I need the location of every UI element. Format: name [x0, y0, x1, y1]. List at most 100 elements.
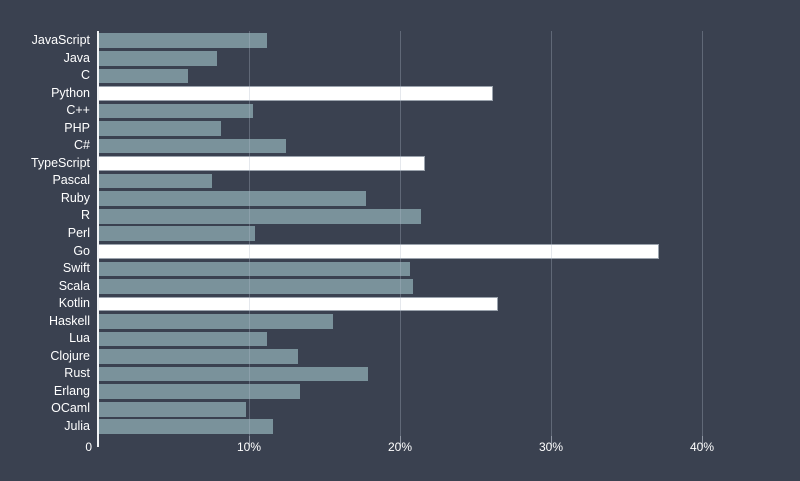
- bar[interactable]: [97, 366, 368, 382]
- bar[interactable]: [97, 279, 414, 294]
- category-label: Ruby: [60, 190, 90, 205]
- category-label: Kotlin: [58, 296, 90, 311]
- category-label: Rust: [64, 366, 90, 381]
- bar-row: Java: [0, 50, 800, 68]
- bar-row: Lua: [0, 330, 800, 348]
- bar[interactable]: [97, 68, 189, 84]
- bar-rows-container: JavaScript Java C Python C++ PHP C# TypeScript P…: [0, 32, 800, 436]
- category-label: Clojure: [50, 348, 90, 363]
- bar[interactable]: [97, 314, 334, 329]
- bar-track: [97, 418, 800, 436]
- bar[interactable]: [97, 191, 367, 206]
- bar[interactable]: [97, 226, 255, 242]
- category-label: Pascal: [52, 173, 90, 188]
- bar-track: [97, 278, 800, 296]
- category-label: C#: [74, 138, 90, 153]
- category-label: Julia: [64, 419, 90, 434]
- bar-row: TypeScript: [0, 155, 800, 173]
- bar-track: [97, 260, 800, 278]
- bar-row: OCaml: [0, 400, 800, 418]
- bar-row: Pascal: [0, 172, 800, 190]
- bar[interactable]: [97, 349, 299, 364]
- bar-track: [97, 330, 800, 348]
- bar[interactable]: [97, 401, 246, 417]
- category-label: Python: [51, 85, 90, 100]
- bar-row: Rust: [0, 365, 800, 383]
- x-tick-label: 40%: [689, 440, 715, 454]
- bar-track: [97, 243, 800, 261]
- bar-row: C++: [0, 102, 800, 120]
- category-label: Go: [73, 243, 90, 258]
- bar-highlighted[interactable]: [97, 156, 426, 171]
- bar-row: Julia: [0, 418, 800, 436]
- axis-tick: [701, 436, 703, 446]
- bar-track: [97, 155, 800, 173]
- gridline: [248, 31, 250, 436]
- bar-track: [97, 348, 800, 366]
- bar-row: C: [0, 67, 800, 85]
- x-tick-label: 30%: [538, 440, 564, 454]
- bar[interactable]: [97, 331, 267, 347]
- bar-row: Perl: [0, 225, 800, 243]
- bar[interactable]: [97, 50, 217, 66]
- bar-track: [97, 400, 800, 418]
- bar-track: [97, 225, 800, 243]
- bar-track: [97, 313, 800, 331]
- category-label: Scala: [58, 278, 90, 293]
- category-label: Lua: [69, 331, 90, 346]
- category-label: Perl: [67, 226, 90, 241]
- bar-track: [97, 207, 800, 225]
- bar-track: [97, 295, 800, 313]
- bar-track: [97, 137, 800, 155]
- x-tick-label: 20%: [387, 440, 413, 454]
- category-label: JavaScript: [31, 33, 90, 47]
- x-tick-label: 0: [85, 440, 92, 454]
- bar-row: Go: [0, 243, 800, 261]
- bar[interactable]: [97, 208, 421, 224]
- category-label: Swift: [62, 261, 90, 276]
- bar-track: [97, 383, 800, 401]
- bar[interactable]: [97, 261, 411, 277]
- category-label: Haskell: [49, 313, 90, 328]
- axis-tick: [550, 436, 552, 446]
- bar-row: PHP: [0, 120, 800, 138]
- bar-highlighted[interactable]: [97, 86, 494, 101]
- category-label: R: [80, 208, 90, 223]
- bar[interactable]: [97, 138, 287, 154]
- bar-track: [97, 32, 800, 50]
- bar[interactable]: [97, 173, 213, 189]
- category-label: C++: [66, 103, 90, 118]
- bar-row: Python: [0, 85, 800, 103]
- category-label: C: [80, 68, 90, 83]
- bar[interactable]: [97, 33, 267, 49]
- bar-track: [97, 102, 800, 120]
- category-label: PHP: [64, 120, 90, 135]
- bar-track: [97, 120, 800, 138]
- x-tick-label: 10%: [236, 440, 262, 454]
- bar-track: [97, 190, 800, 208]
- bar-row: Clojure: [0, 348, 800, 366]
- bar-row: Scala: [0, 278, 800, 296]
- bar-row: R: [0, 207, 800, 225]
- y-axis-line: [97, 31, 99, 447]
- axis-tick: [248, 436, 250, 446]
- bar-row: JavaScript: [0, 32, 800, 50]
- bar[interactable]: [97, 384, 300, 399]
- bar-row: Haskell: [0, 313, 800, 331]
- bar-row: Kotlin: [0, 295, 800, 313]
- gridline: [550, 31, 552, 436]
- bar-track: [97, 85, 800, 103]
- bar-highlighted[interactable]: [97, 296, 498, 312]
- axis-tick: [399, 436, 401, 446]
- category-label: Java: [63, 50, 90, 65]
- bar[interactable]: [97, 121, 222, 136]
- bar-highlighted[interactable]: [97, 244, 660, 259]
- bar-track: [97, 365, 800, 383]
- gridline: [701, 31, 703, 436]
- bar[interactable]: [97, 103, 253, 119]
- bar-row: Swift: [0, 260, 800, 278]
- category-label: OCaml: [51, 401, 90, 416]
- bar-row: C#: [0, 137, 800, 155]
- bar[interactable]: [97, 419, 273, 435]
- category-label: Erlang: [53, 383, 90, 398]
